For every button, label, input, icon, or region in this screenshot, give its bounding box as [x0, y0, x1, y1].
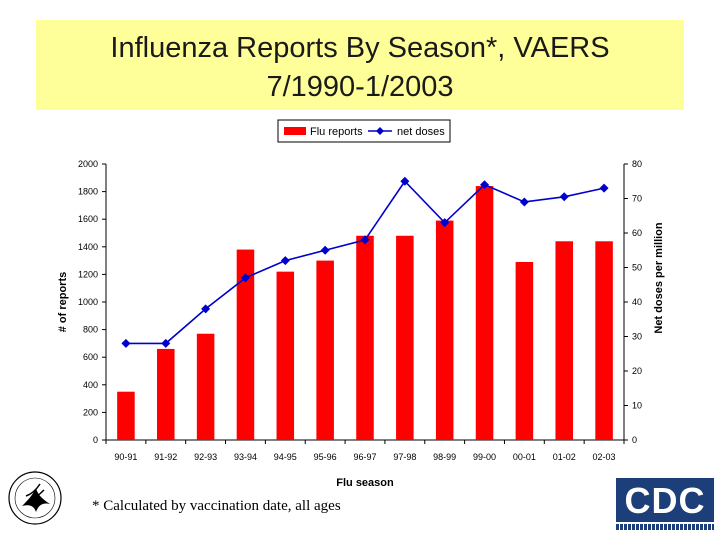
x-axis-title: Flu season — [336, 477, 394, 489]
y-tick-label: 0 — [93, 435, 98, 445]
line-point — [161, 338, 171, 348]
y2-tick-label: 60 — [632, 228, 642, 238]
y2-axis-title: Net doses per million — [653, 222, 665, 334]
y-axis-title: # of reports — [57, 272, 69, 333]
line-point — [599, 183, 609, 193]
x-tick-label: 94-95 — [274, 452, 297, 462]
hhs-eagle-icon — [6, 466, 64, 530]
line-point — [201, 304, 211, 314]
y-tick-label: 1400 — [78, 242, 98, 252]
y2-tick-label: 10 — [632, 401, 642, 411]
legend-label: net doses — [397, 126, 445, 138]
legend-swatch-marker — [376, 127, 384, 135]
bar — [236, 249, 255, 440]
y-tick-label: 200 — [83, 407, 98, 417]
bar — [117, 391, 135, 440]
x-tick-label: 98-99 — [433, 452, 456, 462]
line-point — [440, 218, 450, 228]
x-tick-label: 02-03 — [593, 452, 616, 462]
x-tick-label: 01-02 — [553, 452, 576, 462]
line-point — [280, 256, 290, 266]
bar — [316, 260, 334, 440]
combo-chart: 0 200 400 600 800 1000 1200 1400 1600 1800 2000 0 10… — [57, 119, 665, 489]
bar — [157, 348, 175, 440]
bar — [475, 186, 494, 440]
x-tick-label: 99-00 — [473, 452, 496, 462]
x-tick-label: 91-92 — [154, 452, 177, 462]
line-point — [559, 192, 569, 202]
bar — [396, 235, 414, 440]
bar — [595, 241, 613, 440]
y-tick-label: 600 — [83, 352, 98, 362]
bar — [356, 235, 374, 440]
bar — [276, 271, 295, 440]
y2-tick-label: 70 — [632, 194, 642, 204]
y-tick-label: 800 — [83, 325, 98, 335]
line-point — [121, 338, 131, 348]
y-tick-label: 1600 — [78, 214, 98, 224]
x-tick-label: 00-01 — [513, 452, 536, 462]
x-tick-label: 92-93 — [194, 452, 217, 462]
cdc-logo-box: CDC — [616, 478, 714, 522]
x-tick-label: 95-96 — [314, 452, 337, 462]
y-tick-label: 400 — [83, 380, 98, 390]
bar — [515, 261, 534, 440]
cdc-logo-tagline — [616, 524, 714, 530]
bar — [196, 333, 215, 440]
y-tick-label: 1800 — [78, 187, 98, 197]
y-tick-label: 1000 — [78, 297, 98, 307]
bar — [555, 241, 573, 440]
line-point — [400, 176, 410, 186]
legend-swatch-bar — [284, 127, 306, 135]
y2-tick-label: 50 — [632, 263, 642, 273]
y2-tick-label: 20 — [632, 366, 642, 376]
line-point — [519, 197, 529, 207]
line-point — [240, 273, 250, 283]
legend-label: Flu reports — [310, 126, 363, 138]
line-point — [320, 245, 330, 255]
line-point — [480, 180, 490, 190]
x-tick-label: 97-98 — [393, 452, 416, 462]
page-title-line-1: Influenza Reports By Season*, VAERS — [110, 32, 610, 64]
y2-tick-label: 30 — [632, 332, 642, 342]
x-tick-label: 90-91 — [114, 452, 137, 462]
y2-tick-label: 80 — [632, 159, 642, 169]
y-tick-label: 1200 — [78, 269, 98, 279]
y2-tick-label: 0 — [632, 435, 637, 445]
bar — [435, 220, 454, 440]
line-point — [360, 235, 370, 245]
y-tick-label: 2000 — [78, 159, 98, 169]
page-title-line-2: 7/1990-1/2003 — [266, 71, 454, 103]
x-tick-label: 96-97 — [353, 452, 376, 462]
x-tick-label: 93-94 — [234, 452, 257, 462]
cdc-logo: CDC — [616, 478, 714, 532]
legend-box — [277, 119, 451, 143]
cdc-logo-text: CDC — [624, 480, 706, 521]
title-banner: Influenza Reports By Season*, VAERS 7/19… — [36, 20, 684, 110]
footnote: * Calculated by vaccination date, all ag… — [92, 498, 341, 514]
y2-tick-label: 40 — [632, 297, 642, 307]
